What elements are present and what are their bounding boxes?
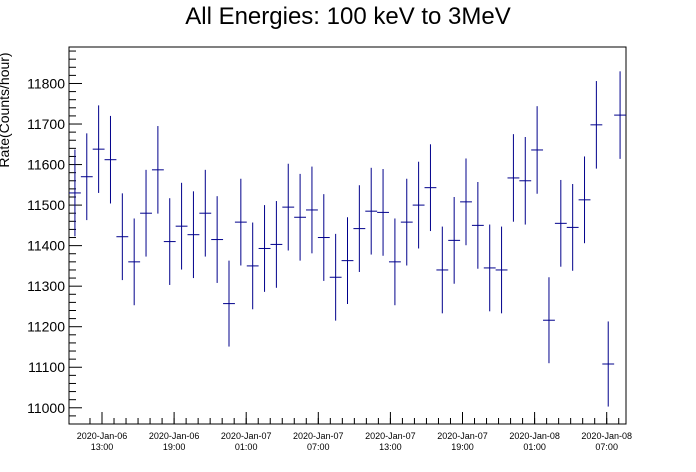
data-point xyxy=(258,205,271,292)
x-tick-date: 2020-Jan-06 xyxy=(149,431,200,441)
data-point xyxy=(199,169,212,257)
y-tick-label: 11800 xyxy=(27,75,65,91)
x-tick-date: 2020-Jan-07 xyxy=(437,431,488,441)
y-tick-label: 11500 xyxy=(27,197,65,213)
data-points xyxy=(69,71,626,407)
y-tick-label: 11200 xyxy=(27,319,65,335)
data-point xyxy=(566,184,579,271)
chart-title: All Energies: 100 keV to 3MeV xyxy=(185,3,511,30)
data-point xyxy=(128,218,141,306)
data-point xyxy=(294,173,307,261)
y-tick-label: 11100 xyxy=(28,359,65,375)
data-point xyxy=(471,181,484,269)
y-axis-label: Rate(Counts/hour) xyxy=(0,52,12,167)
data-point xyxy=(483,224,496,312)
data-point xyxy=(412,161,425,249)
x-tick-time: 07:00 xyxy=(307,442,330,452)
data-point xyxy=(151,126,164,214)
data-point xyxy=(602,321,615,407)
data-point xyxy=(554,179,567,267)
data-point xyxy=(400,178,413,266)
data-point xyxy=(590,81,603,169)
data-point xyxy=(175,182,188,270)
data-point xyxy=(246,222,259,310)
plot-frame xyxy=(68,46,627,425)
data-point xyxy=(460,158,472,246)
data-point xyxy=(353,185,366,272)
data-point xyxy=(388,218,401,306)
data-point xyxy=(163,198,176,285)
data-point xyxy=(187,191,200,279)
data-point xyxy=(329,233,342,321)
data-point xyxy=(543,277,555,364)
data-point xyxy=(234,178,247,266)
data-point xyxy=(80,133,93,221)
x-tick-time: 07:00 xyxy=(595,442,618,452)
x-tick-date: 2020-Jan-07 xyxy=(365,431,416,441)
y-tick-label: 11300 xyxy=(27,278,65,294)
x-tick-time: 13:00 xyxy=(379,442,402,452)
data-point xyxy=(519,136,532,225)
data-point xyxy=(436,226,449,314)
x-tick-date: 2020-Jan-08 xyxy=(509,431,560,441)
data-point xyxy=(424,144,437,232)
y-tick-label: 11600 xyxy=(27,157,65,173)
x-tick-date: 2020-Jan-06 xyxy=(77,431,128,441)
x-tick-date: 2020-Jan-08 xyxy=(581,431,632,441)
y-tick-label: 11400 xyxy=(27,238,65,254)
y-tick-label: 11700 xyxy=(27,116,65,132)
x-tick-date: 2020-Jan-07 xyxy=(293,431,344,441)
data-point xyxy=(495,226,508,314)
x-axis: 2020-Jan-0613:002020-Jan-0619:002020-Jan… xyxy=(77,412,632,452)
x-tick-time: 13:00 xyxy=(91,442,114,452)
data-point xyxy=(317,194,330,281)
x-tick-time: 01:00 xyxy=(523,442,546,452)
data-point xyxy=(69,149,81,237)
data-point xyxy=(377,169,389,256)
data-point xyxy=(270,201,283,288)
data-point xyxy=(531,106,544,194)
x-tick-time: 19:00 xyxy=(451,442,474,452)
data-point xyxy=(306,166,318,254)
data-point xyxy=(614,71,626,159)
x-tick-time: 19:00 xyxy=(163,442,186,452)
data-point xyxy=(211,196,224,283)
data-point xyxy=(104,115,117,204)
data-point xyxy=(140,169,152,257)
y-tick-label: 11000 xyxy=(27,400,65,416)
data-point xyxy=(507,134,520,222)
data-point xyxy=(365,167,378,255)
data-point xyxy=(92,105,105,193)
data-point xyxy=(448,196,461,284)
data-point xyxy=(116,193,129,281)
data-point xyxy=(282,163,295,251)
data-point xyxy=(341,217,354,305)
x-tick-time: 01:00 xyxy=(235,442,258,452)
y-axis: 11000 11100 11200 11300 11400 11500 11600 11700… xyxy=(27,50,82,425)
x-tick-date: 2020-Jan-07 xyxy=(221,431,272,441)
data-point xyxy=(223,260,235,347)
data-point xyxy=(578,156,591,244)
